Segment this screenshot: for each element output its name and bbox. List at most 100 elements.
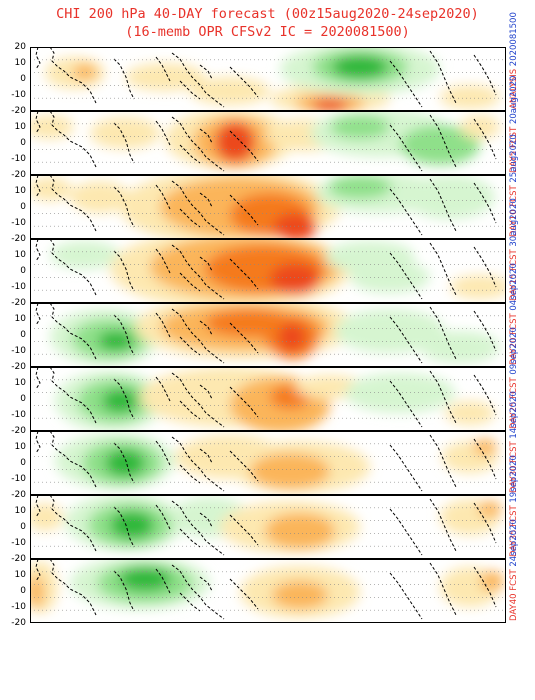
coastline [229,322,259,354]
y-tick-label: -10 [11,345,26,356]
coastline [389,252,423,300]
coastline [229,450,259,482]
panel-day25 [30,367,506,431]
coastline [35,238,41,262]
panel-frame [30,495,506,559]
y-tick-label: -10 [11,409,26,420]
panel-day15 [30,239,506,303]
y-tick-label: -20 [11,361,26,372]
coastline [473,502,497,544]
coastline [155,568,171,594]
coastline [171,564,225,620]
panel-date: 09sep2020 [509,327,519,375]
coastline [179,400,201,420]
coastline [229,578,259,610]
coastline [113,442,135,484]
chart-title: CHI 200 hPa 40-DAY forecast (00z15aug202… [56,6,479,22]
panel-frame [30,175,506,239]
y-tick-label: 10 [14,441,26,452]
coastline [155,504,171,530]
y-tick-label: 0 [20,585,26,596]
coastline [35,47,41,70]
coastline [389,508,423,556]
coastline [229,514,259,546]
coastline [179,272,201,292]
coastline [199,64,213,80]
coastline [473,118,497,160]
coastline-panel-8 [35,558,497,620]
latitude-gridlines [30,59,506,611]
panel-day5 [30,111,506,175]
panel-frame [30,559,506,623]
y-tick-label: -10 [11,537,26,548]
coastline [155,120,171,146]
coastline [473,438,497,480]
panel-day20 [30,303,506,367]
coastline [35,302,41,326]
y-tick-label: 10 [14,377,26,388]
coastline [389,124,423,172]
coastline [171,436,225,492]
y-tick-label: 0 [20,457,26,468]
coastline [35,366,41,390]
y-tick-label: 10 [14,313,26,324]
forecast-panels [30,47,506,623]
coastline [179,336,201,356]
y-tick-label: -20 [11,617,26,628]
coastline [473,374,497,416]
coastline [49,110,97,168]
coastline [49,238,97,296]
coastline [473,54,497,96]
coastline [179,592,201,612]
panel-date: 30aug2020 [509,198,519,247]
coastline [199,384,213,400]
coastline [113,506,135,548]
coastline [229,66,259,98]
panel-day40 [30,559,506,623]
y-tick-label: -20 [11,553,26,564]
coastline [199,192,213,208]
panel-frame [30,367,506,431]
y-tick-label: 10 [14,249,26,260]
coastline [113,186,135,228]
y-tick-label: 10 [14,569,26,580]
coastline [155,248,171,274]
coastline [171,372,225,428]
coastline [113,122,135,164]
coastline [113,250,135,292]
y-tick-label: -20 [11,489,26,500]
coastline [171,116,225,172]
y-tick-label: -10 [11,473,26,484]
coastline [229,258,259,290]
coastline-panel-4 [35,302,497,364]
y-tick-label: -10 [11,601,26,612]
coastline [179,144,201,164]
coastline-panel-3 [35,238,497,300]
coastline [179,80,201,100]
coastline [473,246,497,288]
coastline-panel-2 [35,174,497,236]
coastline [199,512,213,528]
coastline [49,430,97,488]
panel-frame [30,111,506,175]
panel-label: DAY40 FCST [509,566,519,621]
y-tick-label: -20 [11,297,26,308]
coastline-panel-5 [35,366,497,428]
coastline [155,440,171,466]
coastline [155,184,171,210]
y-tick-label: 10 [14,505,26,516]
y-tick-label: 20 [14,41,26,52]
coastline [35,174,41,198]
coastline [49,366,97,424]
coastline [155,376,171,402]
y-tick-label: 0 [20,265,26,276]
panel-date: 20aug2020 [509,75,519,125]
coastline [155,56,171,82]
panel-side-label: DAY40 FCST 24sep2020 [509,519,519,621]
y-tick-label: -20 [11,105,26,116]
y-tick-label: 0 [20,393,26,404]
coastline [389,572,423,620]
y-tick-label: 0 [20,73,26,84]
y-tick-label: 0 [20,329,26,340]
coastline [389,60,423,108]
